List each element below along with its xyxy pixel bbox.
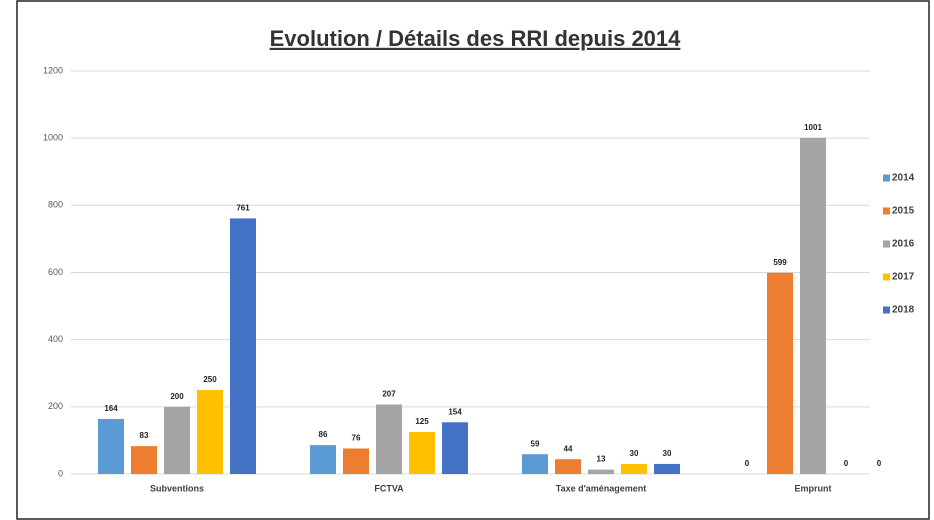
legend-swatch (883, 273, 890, 281)
value-label: 761 (236, 204, 250, 213)
value-label: 207 (382, 390, 396, 399)
value-label: 599 (773, 258, 787, 267)
legend-label: 2016 (892, 239, 915, 250)
bar (98, 418, 124, 474)
value-label: 0 (745, 459, 750, 468)
value-label: 154 (448, 407, 462, 416)
legend-swatch (883, 174, 890, 182)
legend-swatch (883, 306, 890, 314)
bar (164, 406, 190, 474)
bar (522, 454, 548, 474)
value-label: 1001 (804, 123, 822, 132)
y-tick-label: 800 (48, 200, 63, 210)
x-tick-label: Subventions (150, 483, 204, 493)
y-tick-label: 1000 (43, 133, 63, 143)
bar (376, 404, 402, 474)
value-label: 30 (663, 449, 672, 458)
bar (310, 445, 336, 474)
value-label: 44 (564, 444, 573, 453)
bar (588, 469, 614, 474)
value-label: 0 (844, 459, 849, 468)
value-label: 86 (319, 430, 328, 439)
x-tick-label: FCTVA (374, 483, 404, 493)
value-label: 59 (531, 439, 540, 448)
frame (16, 0, 930, 520)
value-label: 125 (415, 417, 429, 426)
y-tick-label: 600 (48, 267, 63, 277)
legend-swatch (883, 207, 890, 215)
x-tick-label: Taxe d'aménagement (556, 483, 647, 493)
bar (800, 137, 826, 475)
bar (555, 459, 581, 474)
x-tick-label: Emprunt (795, 483, 832, 493)
y-tick-label: 0 (58, 468, 63, 478)
value-label: 76 (352, 434, 361, 443)
legend-label: 2018 (892, 305, 915, 316)
bar (621, 463, 647, 474)
legend-label: 2014 (892, 173, 915, 184)
value-label: 13 (597, 455, 606, 464)
chart-title: Evolution / Détails des RRI depuis 2014 (270, 26, 682, 51)
y-tick-label: 400 (48, 334, 63, 344)
bar (409, 432, 435, 474)
value-label: 250 (203, 375, 217, 384)
bar (442, 422, 468, 474)
value-label: 0 (877, 459, 882, 468)
bar (131, 446, 157, 474)
value-label: 200 (170, 392, 184, 401)
value-label: 83 (140, 431, 149, 440)
y-tick-label: 1200 (43, 65, 63, 75)
y-tick-label: 200 (48, 401, 63, 411)
legend-swatch (883, 240, 890, 248)
bar (230, 218, 256, 474)
value-label: 164 (104, 404, 118, 413)
value-label: 30 (630, 449, 639, 458)
legend-label: 2015 (892, 206, 915, 217)
bar (343, 448, 369, 474)
legend-label: 2017 (892, 272, 915, 283)
bar (197, 390, 223, 474)
bar (767, 272, 793, 474)
bar (654, 463, 680, 474)
